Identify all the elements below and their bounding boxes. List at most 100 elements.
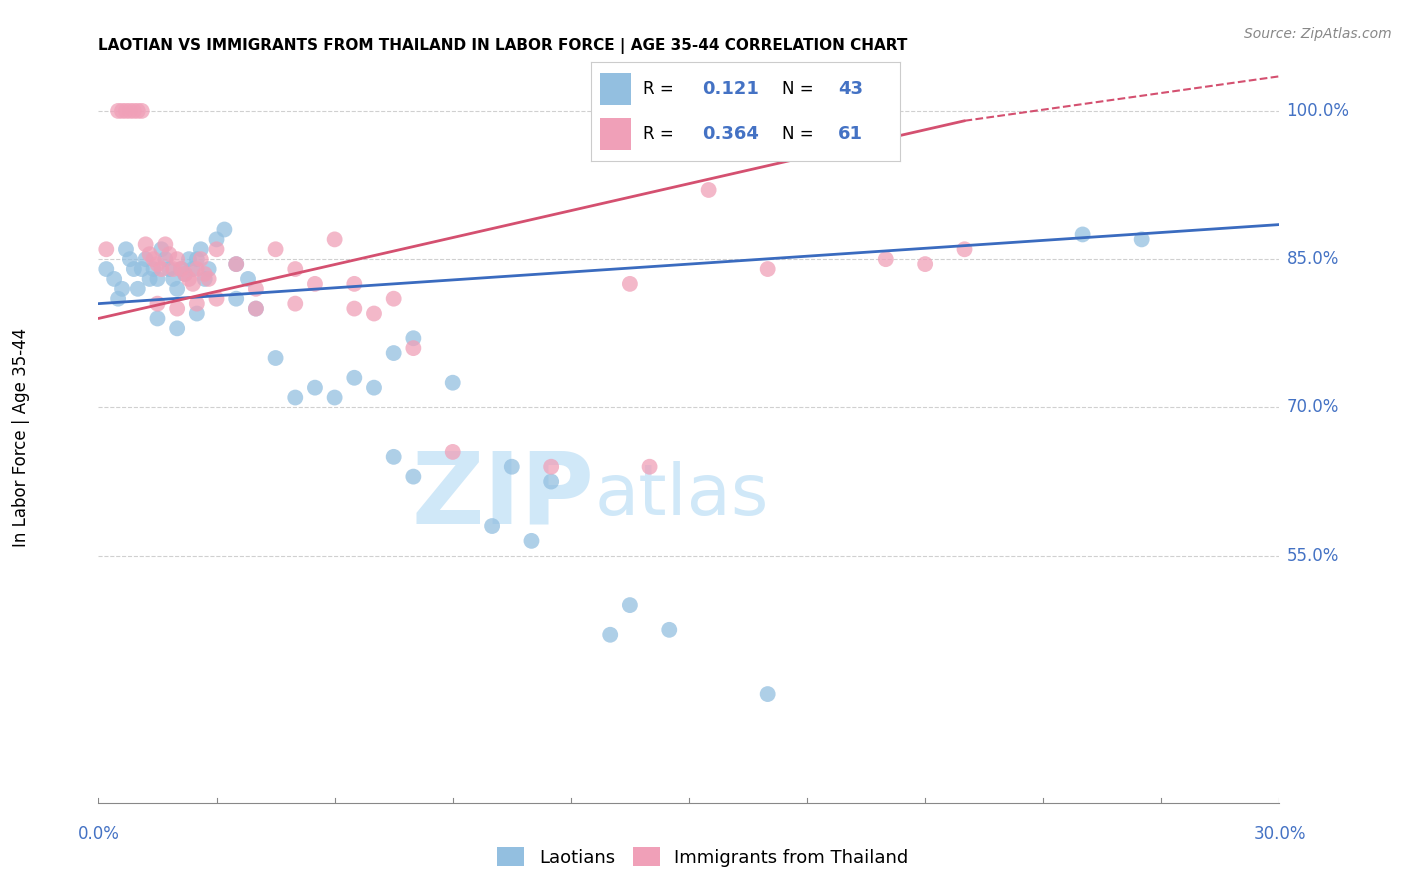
Point [135, 237, 157, 252]
Point [111, 282, 134, 296]
Text: ZIP: ZIP [412, 447, 595, 544]
Text: R =: R = [643, 80, 679, 98]
Text: 0.364: 0.364 [702, 125, 759, 143]
Point [363, 306, 385, 320]
Point [382, 292, 405, 306]
Point [127, 282, 149, 296]
Point [181, 277, 204, 291]
Point [756, 687, 779, 701]
Point [166, 301, 188, 316]
Point [118, 252, 141, 267]
Text: Source: ZipAtlas.com: Source: ZipAtlas.com [1244, 27, 1392, 41]
Point [304, 381, 326, 395]
Text: LAOTIAN VS IMMIGRANTS FROM THAILAND IN LABOR FORCE | AGE 35-44 CORRELATION CHART: LAOTIAN VS IMMIGRANTS FROM THAILAND IN L… [98, 37, 908, 54]
Point [107, 292, 129, 306]
Text: 100.0%: 100.0% [1286, 102, 1350, 120]
Point [225, 257, 247, 271]
Point [205, 292, 228, 306]
Point [190, 252, 212, 267]
Point [638, 459, 661, 474]
Point [481, 519, 503, 533]
Point [441, 376, 464, 390]
Point [155, 252, 177, 267]
Point [174, 267, 197, 281]
Point [875, 252, 897, 267]
Point [402, 331, 425, 345]
Point [194, 272, 217, 286]
Point [150, 242, 173, 256]
Point [225, 257, 247, 271]
Point [111, 103, 134, 118]
Point [245, 301, 267, 316]
Point [284, 262, 307, 277]
Point [170, 262, 193, 277]
Point [501, 459, 523, 474]
Point [146, 272, 169, 286]
Point [1071, 227, 1094, 242]
Point [323, 391, 346, 405]
Point [245, 282, 267, 296]
Point [146, 257, 169, 271]
Point [363, 381, 385, 395]
Point [166, 321, 188, 335]
Point [118, 103, 141, 118]
Point [323, 232, 346, 246]
Point [914, 257, 936, 271]
Point [170, 262, 193, 277]
Text: N =: N = [782, 125, 820, 143]
Point [177, 272, 200, 286]
Point [96, 262, 118, 277]
Point [186, 306, 208, 320]
Point [135, 252, 157, 267]
Point [953, 242, 976, 256]
Point [157, 247, 180, 261]
Point [138, 272, 160, 286]
Point [264, 242, 287, 256]
Point [214, 222, 236, 236]
Point [155, 237, 177, 252]
Point [1130, 232, 1153, 246]
Point [186, 252, 208, 267]
Point [343, 301, 366, 316]
Text: N =: N = [782, 80, 820, 98]
Point [138, 247, 160, 261]
Point [599, 628, 621, 642]
Text: 85.0%: 85.0% [1286, 250, 1339, 268]
Point [284, 296, 307, 310]
Point [540, 459, 562, 474]
Text: 0.121: 0.121 [702, 80, 759, 98]
Point [205, 242, 228, 256]
Point [382, 346, 405, 360]
Text: 0.0%: 0.0% [77, 825, 120, 843]
Point [115, 103, 138, 118]
Point [131, 262, 153, 277]
Point [146, 311, 169, 326]
Text: 61: 61 [838, 125, 863, 143]
Point [122, 262, 145, 277]
Point [122, 103, 145, 118]
Point [107, 103, 129, 118]
Bar [600, 119, 631, 150]
Point [142, 262, 165, 277]
Text: 43: 43 [838, 80, 863, 98]
Point [127, 103, 149, 118]
Point [756, 262, 779, 277]
Text: In Labor Force | Age 35-44: In Labor Force | Age 35-44 [13, 327, 30, 547]
Point [441, 445, 464, 459]
Point [343, 277, 366, 291]
Point [142, 252, 165, 267]
Point [225, 292, 247, 306]
Point [619, 277, 641, 291]
Point [162, 272, 184, 286]
Point [402, 341, 425, 355]
Text: 70.0%: 70.0% [1286, 399, 1339, 417]
Point [245, 301, 267, 316]
Legend: Laotians, Immigrants from Thailand: Laotians, Immigrants from Thailand [491, 840, 915, 874]
Point [402, 469, 425, 483]
Point [166, 252, 188, 267]
Point [174, 267, 197, 281]
Bar [600, 73, 631, 104]
Point [264, 351, 287, 365]
Point [150, 262, 173, 277]
Text: R =: R = [643, 125, 679, 143]
